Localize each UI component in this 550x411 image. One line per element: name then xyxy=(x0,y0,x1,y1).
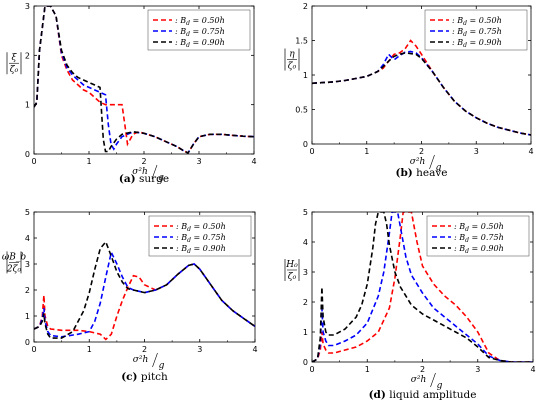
y-label-denominator: 2ζ₀ xyxy=(6,264,22,274)
x-tick-label: 3 xyxy=(196,157,201,166)
legend-label: : Bd = 0.75h xyxy=(175,27,225,38)
y-label-numerator: H₀ xyxy=(285,260,298,270)
y-label-denominator: ζ₀ xyxy=(10,65,19,75)
series-line xyxy=(312,212,533,362)
y-tick-label: 0 xyxy=(25,150,30,159)
y-label-denominator: ζ₀ xyxy=(288,272,297,282)
y-tick-label: 2 xyxy=(25,51,30,60)
panel-caption: (c) pitch xyxy=(121,371,168,383)
y-tick-label: 5 xyxy=(25,208,30,217)
panel-caption: (d) liquid amplitude xyxy=(369,389,477,401)
x-tick-label: 4 xyxy=(528,147,533,156)
chart-panel: 0 1 2 3 4 0 1 2 3 ξ ζ₀ σ²h g : Bd = 0.50h: Bd = 0.75h… xyxy=(6,2,257,185)
x-label-denominator: g xyxy=(158,173,164,183)
x-tick-label: 2 xyxy=(419,147,424,156)
x-tick-label: 0 xyxy=(31,157,36,166)
y-tick-label: 1 xyxy=(25,312,30,321)
x-tick-label: 2 xyxy=(142,345,147,354)
x-label-numerator: σ²h xyxy=(410,157,426,167)
panel-caption: (b) heave xyxy=(395,167,447,179)
y-tick-label: 0 xyxy=(25,338,30,347)
legend-label: : Bd = 0.50h xyxy=(175,16,225,27)
legend-label: : Bd = 0.75h xyxy=(176,233,226,244)
y-tick-label: 2 xyxy=(303,298,308,307)
x-tick-label: 0 xyxy=(309,147,314,156)
y-tick-label: 5 xyxy=(303,208,308,217)
x-tick-label: 1 xyxy=(87,345,92,354)
legend-box xyxy=(424,9,528,51)
series-line xyxy=(312,50,531,136)
x-label-denominator: g xyxy=(159,361,165,371)
y-tick-label: 2 xyxy=(303,2,308,11)
x-tick-label: 1 xyxy=(364,147,369,156)
x-tick-label: 4 xyxy=(530,365,535,374)
legend-label: : Bd = 0.90h xyxy=(452,38,502,49)
series-line xyxy=(312,39,531,136)
x-tick-label: 2 xyxy=(420,365,425,374)
x-tick-label: 0 xyxy=(31,345,36,354)
legend-label: : Bd = 0.75h xyxy=(454,233,504,244)
y-label-denominator: ζ₀ xyxy=(288,61,297,71)
y-tick-label: 0.5 xyxy=(295,106,308,115)
legend-label: : Bd = 0.75h xyxy=(452,27,502,38)
x-label-denominator: g xyxy=(436,163,442,173)
x-tick-label: 3 xyxy=(197,345,202,354)
x-label-slash xyxy=(152,352,158,368)
x-tick-label: 2 xyxy=(141,157,146,166)
y-tick-label: 4 xyxy=(25,234,30,243)
x-label-numerator: σ²h xyxy=(133,355,149,365)
y-tick-label: 4 xyxy=(303,238,308,247)
panel-caption: (a) surge xyxy=(119,173,169,185)
x-tick-label: 3 xyxy=(475,365,480,374)
series-line xyxy=(34,240,255,339)
y-label-numerator: η xyxy=(289,49,295,59)
y-tick-label: 0 xyxy=(303,140,308,149)
legend-label: : Bd = 0.90h xyxy=(454,244,504,255)
series-line xyxy=(34,249,255,338)
series-line xyxy=(312,212,533,362)
y-tick-label: 1 xyxy=(25,101,30,110)
y-label-numerator: ωB_b xyxy=(2,252,26,262)
x-tick-label: 1 xyxy=(86,157,91,166)
x-label-denominator: g xyxy=(437,381,443,391)
series-line xyxy=(312,212,533,362)
x-tick-label: 1 xyxy=(365,365,370,374)
x-tick-label: 4 xyxy=(252,345,257,354)
x-label-slash xyxy=(151,164,158,180)
y-tick-label: 2 xyxy=(25,286,30,295)
x-label-numerator: σ²h xyxy=(132,167,148,177)
legend-box xyxy=(426,215,530,257)
legend-label: : Bd = 0.50h xyxy=(176,222,226,233)
y-tick-label: 0 xyxy=(303,358,308,367)
y-tick-label: 3 xyxy=(303,268,308,277)
x-tick-label: 3 xyxy=(474,147,479,156)
legend-box xyxy=(147,9,251,51)
legend-label: : Bd = 0.50h xyxy=(452,16,502,27)
x-label-numerator: σ²h xyxy=(411,375,427,385)
y-tick-label: 1 xyxy=(303,328,308,337)
legend-label: : Bd = 0.90h xyxy=(175,38,225,49)
x-label-slash xyxy=(429,154,435,170)
y-tick-label: 3 xyxy=(25,2,30,11)
y-tick-label: 1 xyxy=(303,71,308,80)
y-tick-label: 3 xyxy=(25,260,30,269)
series-line xyxy=(34,263,255,341)
legend-box xyxy=(148,215,252,257)
legend-label: : Bd = 0.90h xyxy=(176,244,226,255)
x-tick-label: 0 xyxy=(309,365,314,374)
x-label-slash xyxy=(430,372,436,388)
x-tick-label: 4 xyxy=(251,157,256,166)
series-line xyxy=(34,6,254,154)
y-label-numerator: ξ xyxy=(12,53,18,63)
series-line xyxy=(312,52,531,136)
y-tick-label: 1.5 xyxy=(295,37,308,46)
legend-label: : Bd = 0.50h xyxy=(454,222,504,233)
